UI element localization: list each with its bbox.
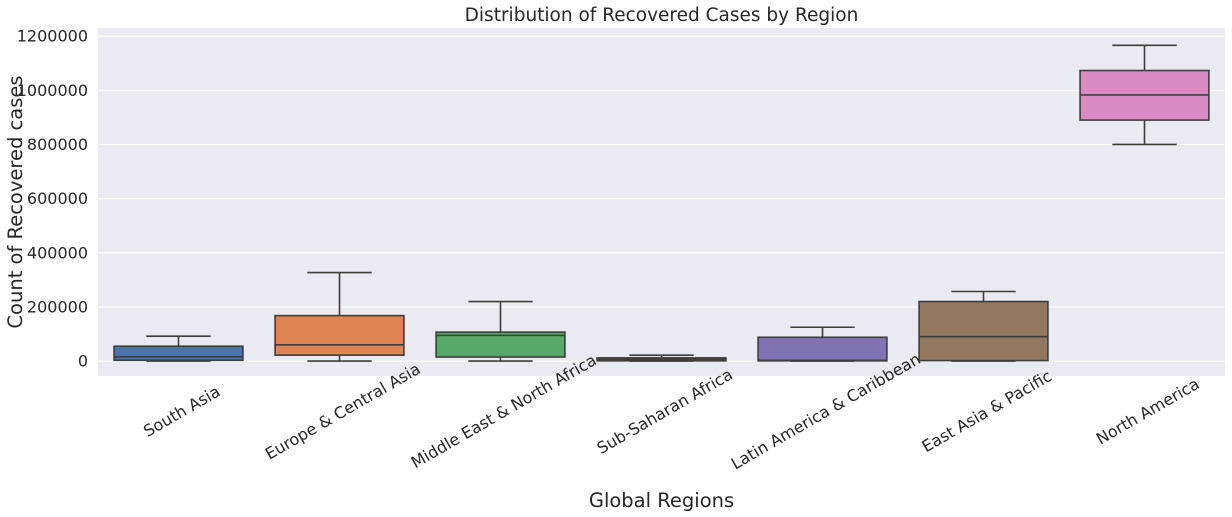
- y-axis-ticks: 0 200000 400000 600000 800000 1000000 1200000: [17, 27, 88, 371]
- boxes-group: [113, 44, 1210, 362]
- x-tick-label: East Asia & Pacific: [919, 366, 1055, 456]
- iqr-box: [274, 314, 405, 356]
- iqr-box: [113, 345, 244, 362]
- chart-title: Distribution of Recovered Cases by Regio…: [465, 5, 859, 26]
- y-tick-label: 400000: [27, 243, 88, 262]
- y-tick-label: 200000: [27, 297, 88, 316]
- x-tick-label: North America: [1093, 374, 1203, 448]
- iqr-box: [435, 331, 566, 358]
- y-tick-label: 0: [78, 352, 88, 371]
- x-axis-label: Global Regions: [589, 489, 734, 512]
- y-axis-label: Count of Recovered cases: [4, 75, 27, 328]
- grid-lines: [98, 35, 1225, 362]
- x-tick-label: South Asia: [140, 382, 223, 441]
- box-south-asia: [113, 335, 244, 362]
- y-tick-label: 600000: [27, 189, 88, 208]
- y-tick-label: 800000: [27, 135, 88, 154]
- box-europe-central-asia: [274, 271, 405, 362]
- box-east-asia-pacific: [918, 290, 1049, 362]
- plot-area: [98, 28, 1225, 376]
- box-middle-east-north-africa: [435, 300, 566, 362]
- box-sub-saharan-africa: [596, 354, 727, 362]
- x-tick-label: Sub-Saharan Africa: [594, 365, 736, 458]
- iqr-box: [918, 300, 1049, 362]
- box-latin-america-caribbean: [757, 326, 888, 362]
- y-tick-label: 1200000: [17, 27, 88, 46]
- box-north-america: [1079, 44, 1210, 146]
- y-tick-label: 1000000: [17, 81, 88, 100]
- iqr-box: [757, 336, 888, 362]
